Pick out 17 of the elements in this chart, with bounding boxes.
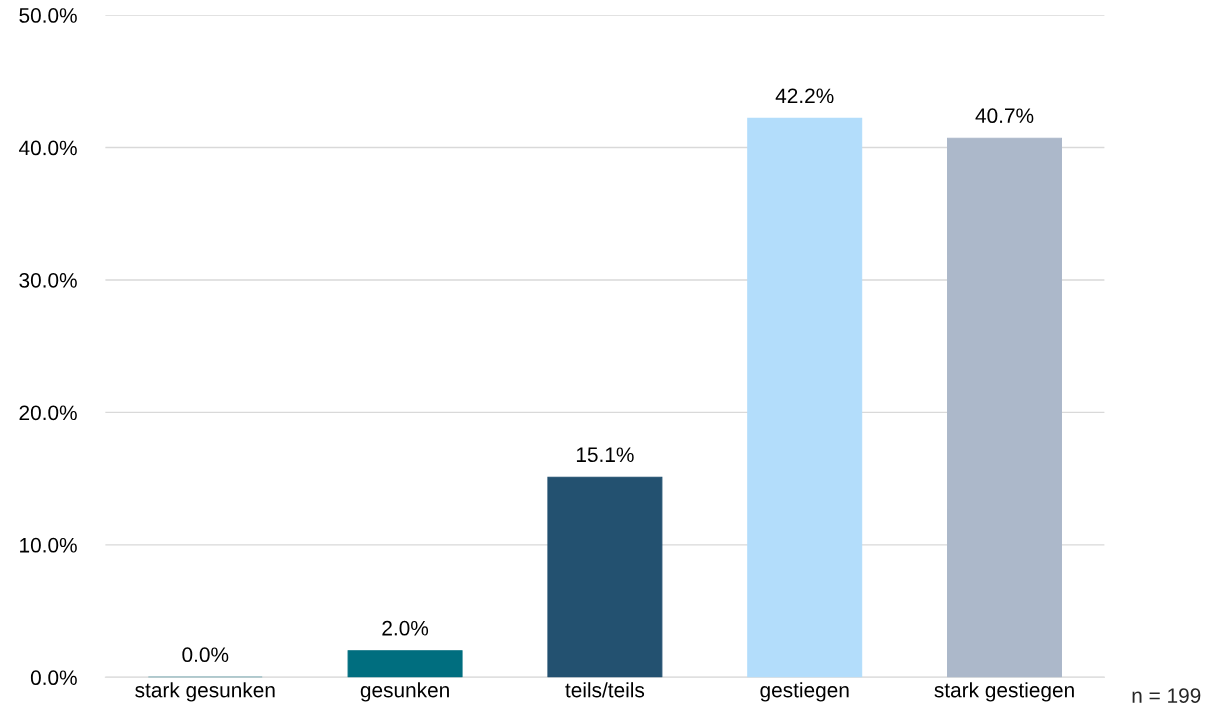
x-tick-label: gestiegen (760, 682, 849, 702)
y-tick-label: 50.0% (19, 8, 77, 23)
y-tick-label: 10.0% (20, 537, 77, 553)
x-tick-label: teils/teils (565, 682, 645, 698)
y-tick-label: 30.0% (19, 272, 77, 288)
y-tick-label: 40.0% (18, 140, 77, 156)
text: n = 199 (1132, 688, 1201, 704)
x-tick-label: gesunken (360, 682, 449, 702)
data-label: 42.2% (775, 88, 834, 104)
x-tick-label: stark gesunken (135, 682, 275, 702)
y-tick-label: 0.0% (30, 670, 77, 686)
data-label: 2.0% (382, 620, 429, 636)
data-label: 40.7% (975, 108, 1034, 124)
x-tick-label: stark gestiegen (934, 682, 1074, 702)
data-label: 15.1% (576, 447, 634, 463)
y-tick-label: 20.0% (19, 405, 77, 421)
data-label: 0.0% (182, 647, 229, 663)
